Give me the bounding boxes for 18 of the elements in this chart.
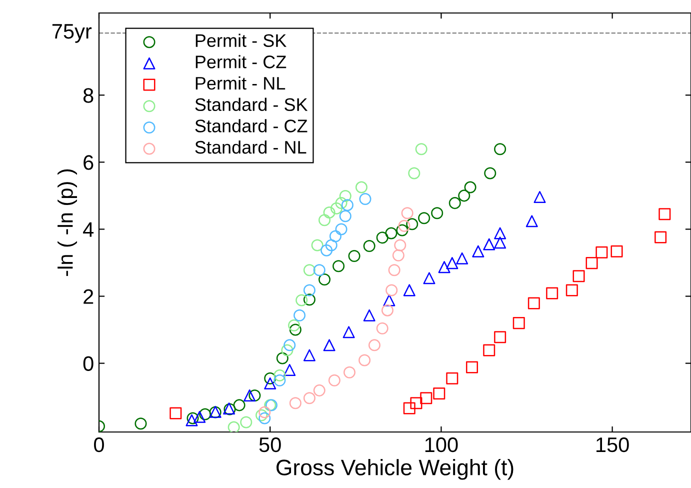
y-tick-label: 0 <box>83 356 94 372</box>
y-tick-label: 4 <box>83 222 94 237</box>
ref-line-label: 75yr <box>52 24 92 43</box>
legend-label: Permit - NL <box>196 76 286 90</box>
y-tick-label: 8 <box>83 88 94 103</box>
y-axis-title: -ln ( -ln (p) ) <box>58 169 77 276</box>
legend-label: Standard - NL <box>195 140 306 154</box>
y-tick-label: 2 <box>84 289 94 304</box>
x-tick-label: 150 <box>596 437 629 452</box>
legend-label: Permit - SK <box>196 34 286 47</box>
legend-label: Permit - CZ <box>196 55 286 68</box>
x-tick-label: 0 <box>94 437 104 452</box>
x-tick-label: 50 <box>259 437 281 452</box>
legend-label: Standard - SK <box>195 98 308 112</box>
y-tick-label: 6 <box>84 155 94 170</box>
x-axis-title: Gross Vehicle Weight (t) <box>276 459 514 480</box>
x-tick-label: 100 <box>425 437 458 452</box>
legend-label: Standard - CZ <box>195 119 308 132</box>
